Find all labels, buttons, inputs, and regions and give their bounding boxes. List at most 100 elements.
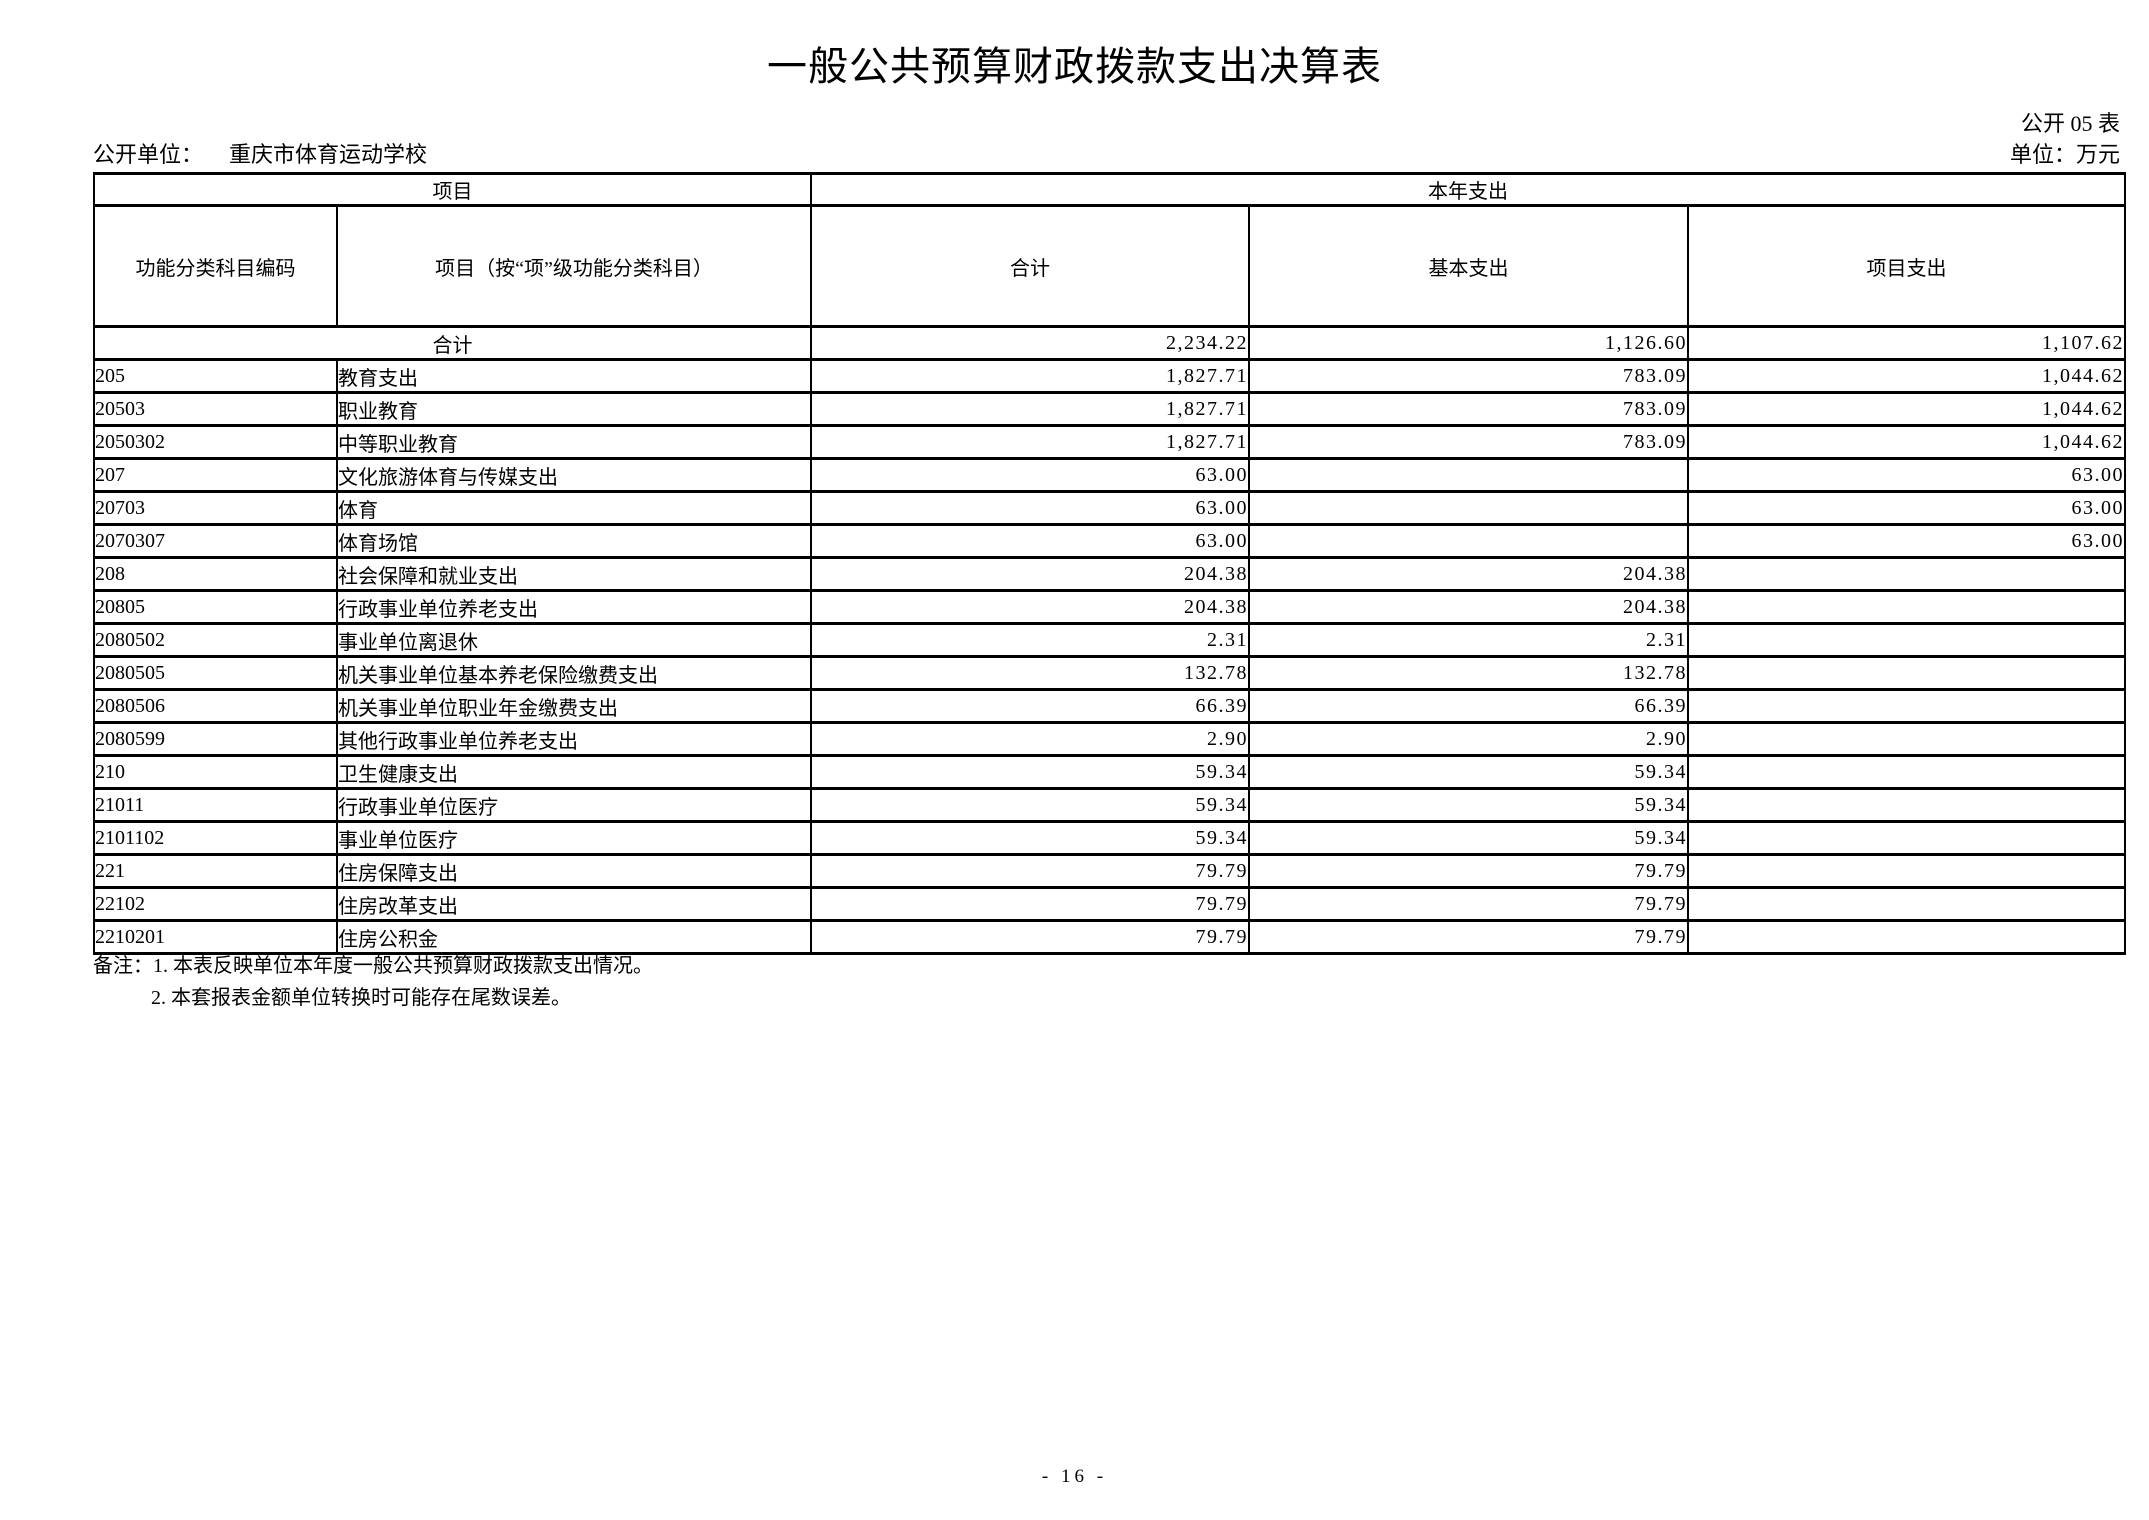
total-value-cell: 63.00 — [810, 457, 1250, 493]
function-code-cell: 2050302 — [93, 424, 338, 460]
total-value-cell: 204.38 — [810, 589, 1250, 625]
project-expense-cell — [1686, 688, 2127, 724]
project-expense-cell — [1686, 721, 2127, 757]
project-expense-cell — [1686, 919, 2127, 955]
total-value-cell: 1,827.71 — [810, 358, 1250, 394]
project-expense-cell: 1,107.62 — [1686, 325, 2127, 361]
org-unit-name: 重庆市体育运动学校 — [229, 142, 428, 167]
header-project-expense: 项目支出 — [1686, 204, 2127, 328]
table-row: 207 文化旅游体育与传媒支出 63.00 63.00 — [93, 457, 2127, 493]
org-unit-label: 公开单位： — [93, 142, 204, 167]
item-name-cell: 社会保障和就业支出 — [336, 556, 812, 592]
basic-expense-cell: 79.79 — [1248, 919, 1689, 955]
function-code-cell: 2101102 — [93, 820, 338, 856]
item-name-cell: 机关事业单位职业年金缴费支出 — [336, 688, 812, 724]
notes-label: 备注： — [93, 955, 153, 977]
function-code-cell: 2210201 — [93, 919, 338, 955]
header-current-year-group: 本年支出 — [809, 172, 2127, 207]
basic-expense-cell: 79.79 — [1248, 886, 1689, 922]
total-value-cell: 2.90 — [810, 721, 1250, 757]
basic-expense-cell: 1,126.60 — [1248, 325, 1689, 361]
table-row: 2080502 事业单位离退休 2.31 2.31 — [93, 622, 2127, 658]
form-code-label: 公开 05 表 — [2020, 111, 2120, 136]
header-basic-expense: 基本支出 — [1248, 204, 1689, 328]
table-row: 208 社会保障和就业支出 204.38 204.38 — [93, 556, 2127, 592]
project-expense-cell — [1686, 886, 2127, 922]
item-name-cell: 事业单位离退休 — [336, 622, 812, 658]
total-value-cell: 59.34 — [810, 754, 1250, 790]
total-value-cell: 132.78 — [810, 655, 1250, 691]
table-row: 22102 住房改革支出 79.79 79.79 — [93, 886, 2127, 922]
item-name-cell: 住房改革支出 — [336, 886, 812, 922]
header-columns-row: 功能分类科目编码 项目（按“项”级功能分类科目） 合计 基本支出 项目支出 — [93, 204, 2127, 328]
table-row: 221 住房保障支出 79.79 79.79 — [93, 853, 2127, 889]
function-code-cell: 2080506 — [93, 688, 338, 724]
item-name-cell: 文化旅游体育与传媒支出 — [336, 457, 812, 493]
table-row: 合计 2,234.22 1,126.60 1,107.62 — [93, 325, 2127, 361]
meta-line: 公开单位： 重庆市体育运动学校 单位：万元 — [93, 137, 2120, 169]
table-header: 项目 本年支出 功能分类科目编码 项目（按“项”级功能分类科目） 合计 基本支出… — [93, 172, 2127, 328]
table-row: 20805 行政事业单位养老支出 204.38 204.38 — [93, 589, 2127, 625]
total-value-cell: 1,827.71 — [810, 391, 1250, 427]
total-value-cell: 1,827.71 — [810, 424, 1250, 460]
notes-block: 备注：1. 本表反映单位本年度一般公共预算财政拨款支出情况。 2. 本套报表金额… — [93, 950, 653, 1014]
total-value-cell: 2.31 — [810, 622, 1250, 658]
item-name-cell: 其他行政事业单位养老支出 — [336, 721, 812, 757]
item-name-cell: 机关事业单位基本养老保险缴费支出 — [336, 655, 812, 691]
table-row: 21011 行政事业单位医疗 59.34 59.34 — [93, 787, 2127, 823]
header-group-row: 项目 本年支出 — [93, 172, 2127, 207]
project-expense-cell: 63.00 — [1686, 523, 2127, 559]
total-value-cell: 66.39 — [810, 688, 1250, 724]
total-value-cell: 79.79 — [810, 919, 1250, 955]
project-expense-cell: 63.00 — [1686, 490, 2127, 526]
project-expense-cell: 63.00 — [1686, 457, 2127, 493]
project-expense-cell — [1686, 820, 2127, 856]
function-code-cell: 2080502 — [93, 622, 338, 658]
basic-expense-cell: 59.34 — [1248, 820, 1689, 856]
total-value-cell: 63.00 — [810, 490, 1250, 526]
function-code-cell: 20703 — [93, 490, 338, 526]
item-name-cell: 行政事业单位养老支出 — [336, 589, 812, 625]
function-code-cell: 20503 — [93, 391, 338, 427]
basic-expense-cell: 79.79 — [1248, 853, 1689, 889]
org-unit-line: 公开单位： 重庆市体育运动学校 — [93, 137, 427, 169]
function-code-cell: 2080599 — [93, 721, 338, 757]
basic-expense-cell — [1248, 490, 1689, 526]
budget-table: 项目 本年支出 功能分类科目编码 项目（按“项”级功能分类科目） 合计 基本支出… — [93, 172, 2127, 955]
project-expense-cell: 1,044.62 — [1686, 358, 2127, 394]
function-code-cell: 20805 — [93, 589, 338, 625]
table-row: 20503 职业教育 1,827.71 783.09 1,044.62 — [93, 391, 2127, 427]
basic-expense-cell: 783.09 — [1248, 391, 1689, 427]
table-row: 2080599 其他行政事业单位养老支出 2.90 2.90 — [93, 721, 2127, 757]
project-expense-cell: 1,044.62 — [1686, 424, 2127, 460]
basic-expense-cell: 2.31 — [1248, 622, 1689, 658]
project-expense-cell — [1686, 622, 2127, 658]
project-expense-cell: 1,044.62 — [1686, 391, 2127, 427]
item-name-cell: 教育支出 — [336, 358, 812, 394]
header-function-code: 功能分类科目编码 — [93, 204, 338, 328]
basic-expense-cell — [1248, 457, 1689, 493]
table-row: 2210201 住房公积金 79.79 79.79 — [93, 919, 2127, 955]
item-name-cell: 行政事业单位医疗 — [336, 787, 812, 823]
function-code-cell: 208 — [93, 556, 338, 592]
basic-expense-cell: 59.34 — [1248, 787, 1689, 823]
total-value-cell: 79.79 — [810, 886, 1250, 922]
note-line-2: 2. 本套报表金额单位转换时可能存在尾数误差。 — [151, 987, 571, 1009]
function-code-cell: 221 — [93, 853, 338, 889]
function-code-cell: 21011 — [93, 787, 338, 823]
table-row: 2101102 事业单位医疗 59.34 59.34 — [93, 820, 2127, 856]
header-item-name: 项目（按“项”级功能分类科目） — [336, 204, 812, 328]
table-row: 210 卫生健康支出 59.34 59.34 — [93, 754, 2127, 790]
project-expense-cell — [1686, 754, 2127, 790]
project-expense-cell — [1686, 556, 2127, 592]
function-code-cell: 210 — [93, 754, 338, 790]
project-expense-cell — [1686, 787, 2127, 823]
basic-expense-cell — [1248, 523, 1689, 559]
currency-unit-label: 单位：万元 — [2009, 142, 2120, 167]
header-project-group: 项目 — [93, 172, 812, 207]
total-value-cell: 63.00 — [810, 523, 1250, 559]
basic-expense-cell: 132.78 — [1248, 655, 1689, 691]
item-name-cell: 中等职业教育 — [336, 424, 812, 460]
page-title: 一般公共预算财政拨款支出决算表 — [767, 44, 1382, 89]
table-body: 合计 2,234.22 1,126.60 1,107.62 205 教育支出 1,827.7… — [93, 325, 2127, 955]
